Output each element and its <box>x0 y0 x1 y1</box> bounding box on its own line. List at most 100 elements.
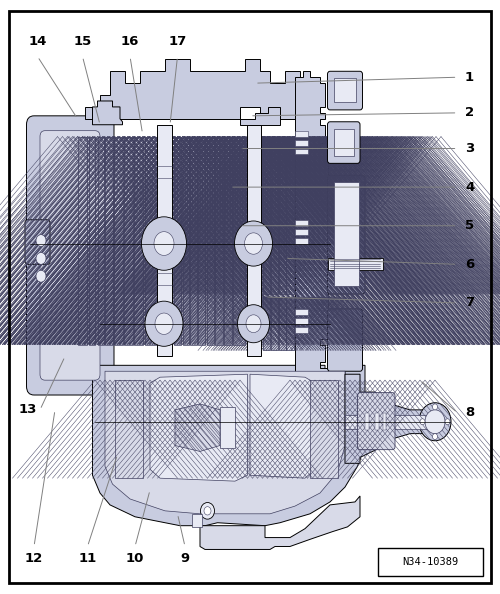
Polygon shape <box>200 496 360 549</box>
Bar <box>263 137 270 294</box>
Bar <box>295 220 308 226</box>
Circle shape <box>142 217 186 270</box>
Bar <box>271 297 278 350</box>
Bar <box>295 148 308 154</box>
Bar <box>279 297 285 350</box>
Text: 14: 14 <box>28 35 46 48</box>
Circle shape <box>432 434 438 440</box>
Circle shape <box>246 315 261 333</box>
FancyBboxPatch shape <box>40 131 100 380</box>
Circle shape <box>154 232 174 255</box>
Text: 17: 17 <box>168 35 186 48</box>
Polygon shape <box>250 374 315 478</box>
Bar <box>246 125 260 356</box>
Polygon shape <box>92 365 365 526</box>
Bar <box>334 78 356 102</box>
FancyBboxPatch shape <box>358 393 395 450</box>
Text: 6: 6 <box>465 258 474 271</box>
Text: 7: 7 <box>465 296 474 309</box>
Bar <box>365 413 368 430</box>
Text: 2: 2 <box>465 106 474 119</box>
Polygon shape <box>105 371 345 514</box>
Circle shape <box>234 221 273 266</box>
Bar <box>279 137 285 294</box>
Bar <box>114 137 123 345</box>
FancyBboxPatch shape <box>26 116 114 395</box>
Bar <box>220 407 235 448</box>
Bar <box>192 514 202 527</box>
Polygon shape <box>345 374 435 463</box>
FancyBboxPatch shape <box>328 122 360 163</box>
Bar <box>232 137 245 345</box>
Bar <box>182 137 189 345</box>
Text: 3: 3 <box>465 142 474 155</box>
Circle shape <box>36 252 46 264</box>
Text: 4: 4 <box>465 181 474 194</box>
Circle shape <box>432 404 438 410</box>
Text: 9: 9 <box>180 552 190 565</box>
Text: 12: 12 <box>25 552 43 565</box>
Polygon shape <box>150 374 248 481</box>
Text: 13: 13 <box>18 403 36 416</box>
Circle shape <box>36 235 46 247</box>
Bar <box>345 415 432 429</box>
Bar <box>156 125 172 356</box>
Bar <box>295 140 308 146</box>
Circle shape <box>238 305 270 343</box>
Bar <box>328 258 382 270</box>
Text: N34-10389: N34-10389 <box>402 557 458 567</box>
Bar <box>89 137 95 345</box>
Text: 10: 10 <box>126 552 144 565</box>
Bar <box>78 137 86 345</box>
Bar <box>295 131 308 137</box>
Bar <box>295 327 308 333</box>
FancyBboxPatch shape <box>328 175 365 294</box>
Text: 16: 16 <box>121 35 139 48</box>
Bar <box>145 137 158 345</box>
Bar <box>115 380 142 478</box>
Bar <box>98 137 103 345</box>
Bar <box>263 297 270 350</box>
Text: 1: 1 <box>465 71 474 84</box>
Circle shape <box>419 403 451 441</box>
Bar <box>134 137 143 345</box>
Bar <box>105 137 112 345</box>
Text: 11: 11 <box>78 552 96 565</box>
FancyBboxPatch shape <box>25 220 50 264</box>
Text: 15: 15 <box>74 35 92 48</box>
Bar <box>286 297 294 350</box>
Circle shape <box>445 419 450 425</box>
Circle shape <box>145 301 183 346</box>
Circle shape <box>155 313 173 334</box>
Text: 5: 5 <box>465 219 474 232</box>
Circle shape <box>420 419 425 425</box>
Bar <box>224 137 232 345</box>
Circle shape <box>204 507 211 515</box>
Bar <box>295 318 308 324</box>
Polygon shape <box>85 59 310 119</box>
Bar <box>295 229 308 235</box>
Bar <box>174 137 180 345</box>
Polygon shape <box>295 71 328 386</box>
Bar <box>334 129 354 156</box>
Polygon shape <box>240 107 280 125</box>
Text: 8: 8 <box>465 406 474 419</box>
FancyBboxPatch shape <box>328 71 362 110</box>
Polygon shape <box>175 404 220 451</box>
Circle shape <box>200 503 214 519</box>
Bar <box>198 137 205 345</box>
Bar <box>310 380 338 478</box>
FancyBboxPatch shape <box>328 309 362 371</box>
Bar <box>382 413 386 430</box>
Bar <box>334 182 359 286</box>
Bar <box>206 137 214 345</box>
Bar <box>271 137 278 294</box>
Bar <box>190 137 196 345</box>
Bar <box>215 137 222 345</box>
Bar <box>295 238 308 244</box>
Bar <box>286 137 294 294</box>
Bar <box>378 548 482 576</box>
Bar <box>295 309 308 315</box>
Bar <box>375 413 378 430</box>
Circle shape <box>244 233 262 254</box>
